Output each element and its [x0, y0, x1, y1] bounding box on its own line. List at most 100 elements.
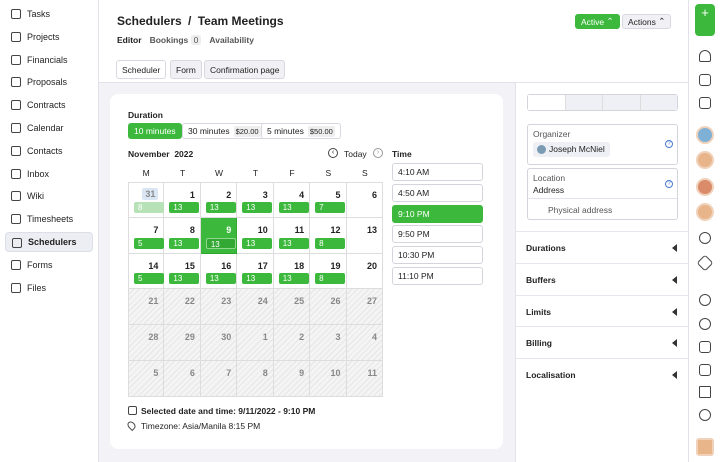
notifications-icon[interactable]	[699, 50, 711, 62]
add-user-icon[interactable]	[699, 232, 711, 244]
prev-month[interactable]: ‹	[328, 148, 338, 158]
nav-item[interactable]: Proposals	[5, 72, 93, 92]
day-cell[interactable]: 17 13	[237, 253, 274, 290]
today-button[interactable]: Today	[344, 149, 367, 159]
day-cell[interactable]: 16 13	[200, 253, 238, 290]
breadcrumb-root[interactable]: Schedulers	[117, 14, 182, 28]
day-cell[interactable]: 9 13	[200, 217, 238, 254]
tab[interactable]: Editor	[117, 35, 142, 45]
avatar[interactable]	[696, 203, 714, 221]
archive-icon[interactable]	[699, 364, 711, 376]
duration-price: $20.00	[233, 125, 261, 137]
add-button[interactable]: +	[695, 4, 715, 36]
nav-label: Timesheets	[27, 214, 74, 225]
time-slot[interactable]: 9:50 PM	[392, 225, 483, 244]
avatar[interactable]	[696, 126, 714, 144]
nav-item[interactable]: Calendar	[5, 118, 93, 138]
day-cell[interactable]: 1 13	[164, 182, 201, 218]
time-slot[interactable]: 10:30 PM	[392, 246, 483, 265]
day-cell[interactable]: 12 8	[310, 217, 347, 254]
nav-item[interactable]: Timesheets	[5, 209, 93, 229]
avatar[interactable]	[696, 151, 714, 169]
settings-section[interactable]: Billing	[516, 326, 689, 358]
tab[interactable]: Bookings 0	[150, 35, 202, 45]
location-field[interactable]: Location Address ? Physical address	[527, 168, 678, 220]
subtab-active[interactable]: Scheduler	[116, 60, 167, 79]
status-label: Active	[581, 16, 605, 27]
actions-button[interactable]: Actions ⌃	[622, 14, 672, 29]
toggle-option[interactable]	[640, 95, 677, 110]
notes-icon[interactable]	[699, 97, 711, 109]
timezone-text: Timezone: Asia/Manila 8:15 PM	[141, 421, 261, 431]
theme-icon[interactable]	[699, 294, 711, 306]
toggle-option[interactable]	[603, 95, 641, 110]
day-cell[interactable]: 19 8	[310, 253, 347, 290]
duration-label: Duration	[128, 110, 163, 120]
nav-item[interactable]: Inbox	[5, 164, 93, 184]
duration-option[interactable]: 5 minutes $50.00	[261, 123, 341, 139]
day-number: 7	[226, 368, 232, 378]
day-cell[interactable]: 6	[346, 182, 383, 218]
avatar[interactable]	[696, 178, 714, 196]
nav-item[interactable]: Tasks	[5, 4, 93, 24]
day-number: 10	[257, 224, 268, 235]
next-month[interactable]: ›	[373, 148, 383, 158]
nav-item[interactable]: Wiki	[5, 186, 93, 206]
nav-item[interactable]: Schedulers	[5, 232, 93, 252]
day-cell[interactable]: 31 8	[128, 182, 165, 218]
toggle-option[interactable]	[528, 95, 566, 110]
day-cell[interactable]: 10 13	[237, 217, 274, 254]
time-slot[interactable]: 4:10 AM	[392, 163, 483, 181]
day-cell[interactable]: 15 13	[164, 253, 201, 290]
nav-item[interactable]: Contracts	[5, 95, 93, 115]
nav-item[interactable]: Files	[5, 278, 93, 298]
tab[interactable]: Availability	[209, 35, 254, 45]
nav-label: Inbox	[27, 168, 50, 179]
launch-icon[interactable]	[696, 254, 714, 272]
selected-text: Selected date and time: 9/11/2022 - 9:10…	[141, 406, 316, 416]
folder-icon[interactable]	[699, 341, 711, 353]
day-cell[interactable]: 13	[346, 217, 383, 254]
subtab[interactable]: Form	[170, 60, 202, 79]
day-cell[interactable]: 4 13	[273, 182, 311, 218]
day-cell[interactable]: 8 13	[164, 217, 201, 254]
day-cell[interactable]: 14 5	[128, 253, 165, 290]
calendar-icon[interactable]	[699, 74, 711, 86]
day-cell[interactable]: 2 13	[200, 182, 238, 218]
duration-option[interactable]: 10 minutes	[128, 123, 182, 139]
settings-section[interactable]: Localisation	[516, 358, 689, 390]
nav-item[interactable]: Contacts	[5, 141, 93, 161]
day-cell[interactable]: 11 13	[273, 217, 311, 254]
toggle-option[interactable]	[565, 95, 603, 110]
day-cell[interactable]: 3 13	[237, 182, 274, 218]
time-slot[interactable]: 4:50 AM	[392, 183, 483, 202]
nav-item[interactable]: Projects	[5, 27, 93, 47]
day-number: 29	[184, 332, 195, 343]
status-button[interactable]: Active ⌃	[575, 14, 620, 29]
nav-item[interactable]: Forms	[5, 255, 93, 275]
day-cell: 30	[200, 325, 238, 361]
time-slot[interactable]: 11:10 PM	[392, 267, 483, 285]
year: 2022	[174, 149, 194, 159]
subtab[interactable]: Confirmation page	[204, 60, 286, 79]
organizer-field[interactable]: Organizer Joseph McNiel ?	[527, 124, 678, 165]
day-cell[interactable]: 18 13	[273, 253, 311, 290]
nav-item[interactable]: Financials	[5, 50, 93, 70]
day-cell[interactable]: 20	[346, 253, 383, 290]
time-slot[interactable]: 9:10 PM	[392, 204, 483, 223]
divider	[99, 82, 688, 83]
settings-section[interactable]: Limits	[516, 294, 689, 327]
settings-icon[interactable]	[699, 409, 711, 421]
day-number: 11	[294, 224, 305, 235]
user-avatar[interactable]	[696, 438, 714, 456]
settings-section[interactable]: Durations	[516, 231, 689, 263]
day-number: 7	[153, 224, 159, 235]
day-number: 3	[262, 190, 268, 200]
day-number: 2	[226, 190, 232, 200]
settings-section[interactable]: Buffers	[516, 262, 689, 295]
help-icon[interactable]	[699, 318, 711, 330]
duration-option[interactable]: 30 minutes $20.00	[182, 123, 267, 139]
bolt-icon[interactable]	[699, 386, 711, 398]
